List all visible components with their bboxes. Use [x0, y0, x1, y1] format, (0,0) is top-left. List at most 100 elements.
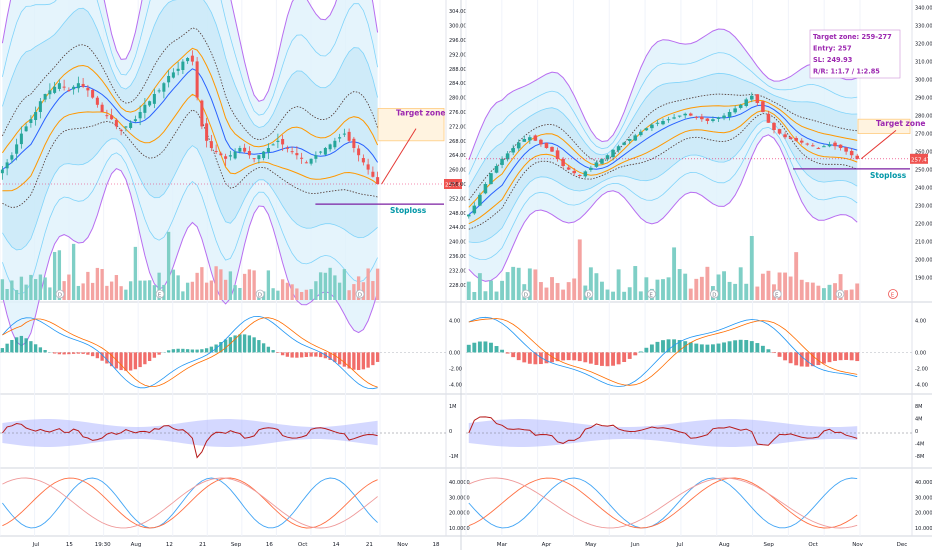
volume-bar — [728, 282, 732, 300]
macd-histogram-bar — [656, 342, 660, 353]
candle[interactable] — [550, 146, 554, 152]
macd-histogram-bar — [744, 340, 748, 352]
candle-body — [215, 151, 218, 152]
oscillator-tick-label: 1M — [449, 404, 457, 410]
volume-bar — [81, 283, 84, 300]
volume-bar — [644, 277, 648, 300]
volume-bar — [533, 269, 537, 300]
macd-histogram-bar — [314, 352, 317, 356]
volume-bar — [110, 282, 113, 300]
macd-histogram-bar — [844, 352, 848, 360]
macd-histogram-bar — [43, 350, 46, 352]
time-tick-label: 21 — [366, 542, 373, 548]
time-tick-label: 14 — [333, 542, 340, 548]
price-tick-label: 276.00 — [449, 110, 467, 116]
macd-histogram-bar — [583, 352, 587, 362]
event-marker-label: D — [712, 293, 716, 299]
indicator-tick-label: 40.0000 — [915, 480, 932, 486]
macd-histogram-bar — [850, 352, 854, 360]
candle-body — [711, 119, 715, 121]
candle[interactable] — [200, 100, 203, 130]
candle-body — [86, 88, 89, 90]
right-extra-event-marker[interactable]: E — [889, 290, 898, 299]
volume-bar — [314, 281, 317, 300]
candle[interactable] — [545, 143, 549, 149]
volume-bar — [86, 272, 89, 300]
candle-body — [484, 184, 488, 193]
candle-body — [291, 151, 294, 152]
candle-body — [844, 147, 848, 151]
volume-bar — [371, 281, 374, 300]
volume-bar — [678, 269, 682, 300]
price-tick-label: 210.00 — [915, 240, 932, 246]
candle-body — [650, 125, 654, 129]
candle-body — [82, 84, 85, 87]
candle-body — [522, 139, 526, 142]
volume-bar — [606, 290, 610, 300]
annotation-line: Target zone: 259-277 — [813, 33, 892, 41]
candle-body — [611, 150, 615, 157]
volume-bar — [181, 291, 184, 300]
macd-histogram-bar — [362, 352, 365, 369]
macd-histogram-bar — [238, 334, 241, 352]
volume-bar — [39, 275, 42, 300]
volume-bar — [667, 277, 671, 300]
macd-histogram-bar — [800, 352, 804, 366]
candle[interactable] — [534, 135, 538, 142]
indicator-tick-label: 40.0000 — [449, 480, 470, 486]
candle-body — [139, 112, 142, 118]
volume-bar — [489, 280, 493, 300]
candle-body — [134, 119, 137, 121]
macd-histogram-bar — [578, 352, 582, 361]
candle-body — [238, 148, 241, 152]
event-marker-label: D — [838, 293, 842, 299]
volume-bar — [276, 291, 279, 300]
volume-bar — [233, 285, 236, 300]
candle[interactable] — [761, 101, 765, 113]
candle-body — [58, 83, 61, 89]
volume-bar — [309, 289, 312, 300]
candle-body — [567, 167, 571, 169]
candle-body — [314, 155, 317, 159]
candle[interactable] — [324, 147, 327, 156]
candle-body — [545, 143, 549, 148]
macd-histogram-bar — [828, 352, 832, 362]
candle-body — [739, 105, 743, 108]
macd-histogram-bar — [500, 350, 504, 353]
volume-bar — [517, 268, 521, 300]
candle[interactable] — [91, 89, 94, 98]
indicator-tick-label: 20.0000 — [449, 511, 470, 517]
candle-body — [376, 177, 379, 184]
candle-body — [656, 123, 660, 124]
candle-body — [833, 143, 837, 147]
volume-bar — [67, 275, 70, 300]
macd-histogram-bar — [371, 352, 374, 365]
time-tick-label: Oct — [298, 542, 308, 548]
candle[interactable] — [196, 57, 199, 100]
volume-bar — [224, 280, 227, 300]
macd-histogram-bar — [644, 348, 648, 353]
macd-histogram-bar — [24, 338, 27, 352]
macd-histogram-bar — [200, 349, 203, 352]
macd-histogram-bar — [733, 340, 737, 352]
volume-bar — [352, 284, 355, 300]
macd-histogram-bar — [129, 352, 132, 370]
candle[interactable] — [489, 173, 493, 185]
volume-bar — [219, 269, 222, 300]
price-tick-label: 280.00 — [915, 114, 932, 120]
event-marker-label: E — [158, 293, 162, 299]
price-tick-label: 292.00 — [449, 52, 467, 58]
macd-histogram-bar — [589, 352, 593, 363]
macd-tick-label: 4.00 — [449, 318, 460, 324]
macd-tick-label: 0.00 — [449, 350, 460, 356]
volume-bar — [210, 281, 213, 300]
candle-body — [338, 137, 341, 138]
volume-bar — [167, 232, 170, 300]
candle-body — [276, 141, 279, 142]
candle[interactable] — [600, 158, 604, 164]
volume-bar — [1, 279, 4, 300]
time-tick-label: Aug — [719, 542, 730, 548]
